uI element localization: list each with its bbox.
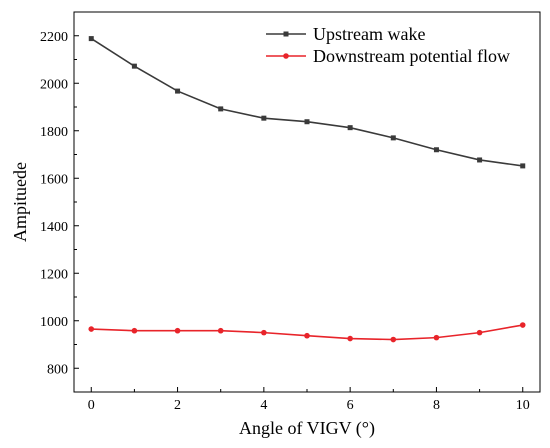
data-point <box>88 326 95 332</box>
series-layer <box>88 36 526 343</box>
data-point <box>131 327 138 334</box>
x-tick-label: 6 <box>347 398 354 413</box>
data-point <box>217 327 224 334</box>
y-tick-label: 1000 <box>40 315 68 330</box>
x-axis-title: Angle of VIGV (°) <box>239 418 375 439</box>
x-axis-ticks: 0 2 4 6 8 10 <box>88 387 530 413</box>
data-point <box>347 125 353 131</box>
data-point <box>88 36 94 42</box>
x-tick-label: 2 <box>174 398 181 413</box>
y-tick-label: 1600 <box>40 172 68 187</box>
y-tick-label: 1200 <box>40 267 68 282</box>
y-tick-label: 1400 <box>40 220 68 235</box>
data-point <box>261 329 267 336</box>
legend-label: Upstream wake <box>313 24 425 44</box>
data-point <box>520 163 526 169</box>
y-tick-label: 1800 <box>40 125 68 140</box>
y-tick-label: 2000 <box>40 77 68 92</box>
data-point <box>519 322 526 328</box>
legend-marker <box>283 31 289 37</box>
y-axis-ticks: 800 1000 1200 1400 1600 1800 2000 2200 <box>40 30 79 377</box>
data-point <box>476 329 483 336</box>
data-point <box>174 327 181 334</box>
data-point <box>175 88 181 94</box>
data-point <box>433 334 440 341</box>
x-tick-label: 10 <box>516 398 530 413</box>
y-tick-label: 2200 <box>40 30 68 45</box>
data-point <box>390 135 396 141</box>
legend-marker <box>283 53 289 59</box>
data-point <box>347 335 353 342</box>
data-point <box>433 147 439 153</box>
x-tick-label: 4 <box>260 398 267 413</box>
y-tick-label: 800 <box>47 362 68 377</box>
data-point <box>131 63 137 69</box>
data-point <box>218 106 224 112</box>
data-point <box>477 157 483 163</box>
legend-label: Downstream potential flow <box>313 46 510 66</box>
data-point <box>304 119 310 125</box>
y-axis-title: Ampituede <box>10 162 30 242</box>
data-point <box>390 336 397 343</box>
data-point <box>261 115 267 121</box>
x-tick-label: 0 <box>88 398 95 413</box>
x-tick-label: 8 <box>433 398 440 413</box>
data-point <box>304 332 310 339</box>
